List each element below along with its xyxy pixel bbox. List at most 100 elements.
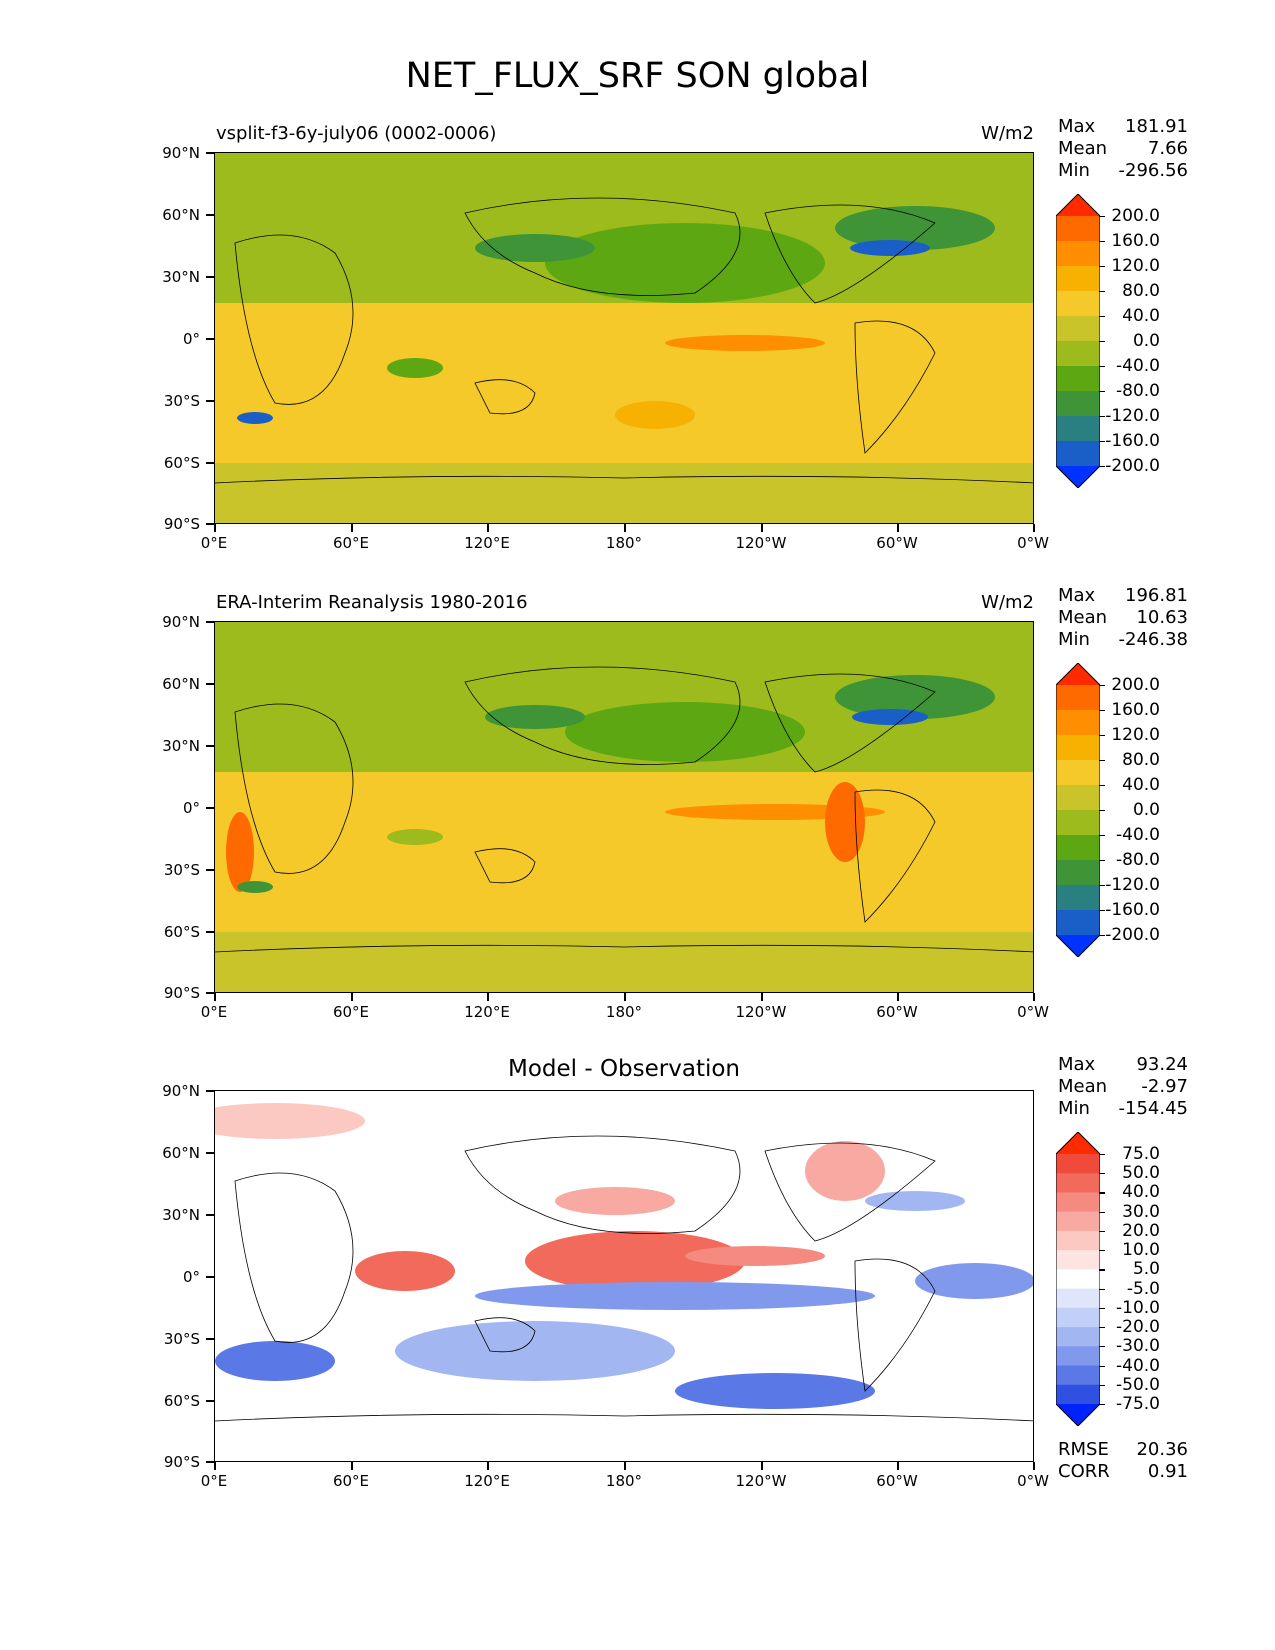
colorbar-swatch [1056, 1269, 1100, 1290]
panel2-xtick: 180° [605, 1003, 643, 1021]
colorbar-tick-label: 50.0 [1122, 1163, 1160, 1184]
colorbar-tick [1099, 785, 1105, 787]
colorbar-swatch [1056, 910, 1100, 936]
panel3-map [214, 1090, 1034, 1462]
colorbar-tick [1099, 835, 1105, 837]
colorbar-tick [1099, 416, 1105, 418]
colorbar-swatch [1056, 860, 1100, 886]
colorbar-tick [1099, 735, 1105, 737]
colorbar-swatch [1056, 1307, 1100, 1328]
panel2-ytick: 60°S [163, 923, 200, 941]
colorbar-tick-label: 0.0 [1132, 331, 1160, 351]
colorbar-tick-label: 40.0 [1122, 306, 1160, 326]
panel3-metrics: RMSE 20.36 CORR 0.91 [1058, 1439, 1188, 1482]
colorbar-tick-label: -80.0 [1116, 850, 1160, 870]
colorbar-tick-label: 20.0 [1122, 1220, 1160, 1241]
panel1-ytick: 30°S [163, 392, 200, 410]
colorbar-tick [1099, 1211, 1105, 1213]
colorbar-extend-bottom [1056, 1404, 1100, 1426]
colorbar-swatch [1056, 1365, 1100, 1386]
colorbar-tick-label: 160.0 [1111, 700, 1160, 720]
panel3-title: Model - Observation [507, 1056, 741, 1082]
colorbar-swatch [1056, 316, 1100, 342]
colorbar-tick [1099, 366, 1105, 368]
panel3-colorbar [1056, 1132, 1100, 1426]
panel1-xtick: 120°W [735, 534, 787, 552]
colorbar-tick [1099, 885, 1105, 887]
colorbar-tick-label: 200.0 [1111, 206, 1160, 226]
panel3-ytick: 90°N [162, 1082, 200, 1100]
colorbar-extend-bottom [1056, 935, 1100, 957]
colorbar-swatch [1056, 1173, 1100, 1193]
colorbar-tick-label: 120.0 [1111, 256, 1160, 276]
colorbar-tick-label: 0.0 [1132, 800, 1160, 820]
colorbar-swatch [1056, 1384, 1100, 1405]
colorbar-tick [1099, 1250, 1105, 1252]
colorbar-tick [1099, 1230, 1105, 1233]
colorbar-tick [1099, 760, 1105, 762]
colorbar-swatch [1056, 710, 1100, 736]
colorbar-tick [1099, 291, 1105, 293]
colorbar-swatch [1056, 216, 1100, 242]
panel2-units: W/m2 [981, 592, 1034, 613]
colorbar-swatch [1056, 1230, 1100, 1251]
colorbar-swatch [1056, 441, 1100, 467]
colorbar-tick [1099, 1327, 1105, 1329]
colorbar-swatch [1056, 1211, 1100, 1232]
panel2-xtick: 120°W [735, 1003, 787, 1021]
colorbar-tick-label: -80.0 [1116, 381, 1160, 401]
colorbar-tick-label: -160.0 [1105, 900, 1160, 920]
colorbar-tick [1099, 810, 1105, 812]
panel3-xtick: 60°W [876, 1472, 918, 1490]
colorbar-swatch [1056, 760, 1100, 786]
colorbar-tick [1099, 1154, 1105, 1156]
colorbar-tick [1099, 466, 1105, 468]
panel1-xtick: 180° [605, 534, 643, 552]
colorbar-tick [1099, 1288, 1105, 1290]
colorbar-swatch [1056, 291, 1100, 317]
colorbar-swatch [1056, 835, 1100, 861]
colorbar-tick-label: -75.0 [1116, 1394, 1160, 1414]
panel2-xtick: 120°E [464, 1003, 510, 1021]
colorbar-extend-top [1056, 194, 1100, 216]
colorbar-swatch [1056, 1154, 1100, 1174]
colorbar-tick [1099, 266, 1105, 268]
colorbar-tick-label: -5.0 [1126, 1278, 1160, 1299]
colorbar-tick [1099, 441, 1105, 443]
colorbar-tick [1099, 910, 1105, 912]
colorbar-swatch [1056, 735, 1100, 761]
panel2-ytick: 30°N [162, 737, 200, 755]
colorbar-swatch [1056, 1250, 1100, 1270]
colorbar-tick-label: 80.0 [1122, 750, 1160, 770]
panel2-ytick: 0° [182, 799, 200, 817]
colorbar-tick-label: -40.0 [1116, 825, 1160, 845]
colorbar-tick [1099, 341, 1105, 343]
colorbar-tick-label: -200.0 [1105, 925, 1160, 945]
colorbar-tick [1099, 216, 1105, 218]
panel1-colorbar [1056, 194, 1100, 488]
colorbar-tick [1099, 860, 1105, 862]
panel3-xtick: 0°E [200, 1472, 228, 1490]
colorbar-tick-label: -10.0 [1116, 1297, 1160, 1318]
panel3-ytick: 60°N [162, 1144, 200, 1162]
colorbar-tick-label: -120.0 [1105, 406, 1160, 426]
figure-title: NET_FLUX_SRF SON global [405, 56, 870, 96]
panel2-ytick: 60°N [162, 675, 200, 693]
colorbar-tick-label: -40.0 [1116, 1355, 1160, 1376]
colorbar-swatch [1056, 1192, 1100, 1213]
panel3-ytick: 30°N [162, 1206, 200, 1224]
panel2-xtick: 60°W [876, 1003, 918, 1021]
panel2-stats: Max 196.81 Mean 10.63 Min -246.38 [1058, 585, 1188, 650]
colorbar-tick-label: -160.0 [1105, 431, 1160, 451]
panel3-ytick: 0° [182, 1268, 200, 1286]
panel2-map [214, 621, 1034, 993]
colorbar-swatch [1056, 391, 1100, 417]
colorbar-swatch [1056, 885, 1100, 911]
colorbar-tick [1099, 1404, 1105, 1406]
panel1-xtick: 0°W [1017, 534, 1049, 552]
colorbar-tick [1099, 1365, 1105, 1367]
colorbar-tick [1099, 1384, 1105, 1386]
panel1-xtick: 120°E [464, 534, 510, 552]
panel1-ytick: 30°N [162, 268, 200, 286]
colorbar-tick-label: -120.0 [1105, 875, 1160, 895]
